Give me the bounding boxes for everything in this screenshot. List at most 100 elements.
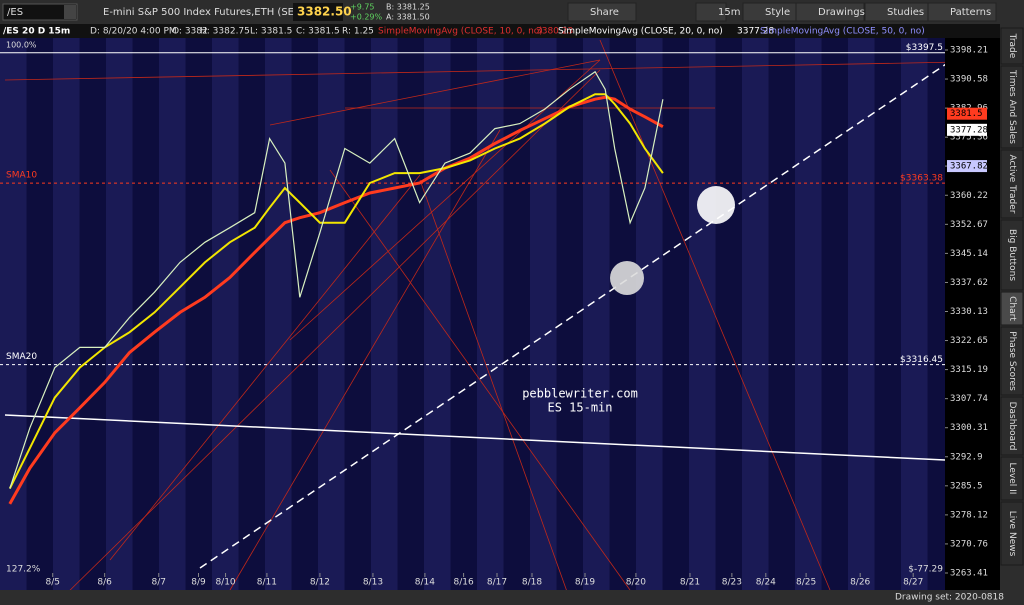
y-tick-label: 3307.74 — [950, 394, 988, 404]
header-symbol: /ES 20 D 15m — [3, 27, 70, 37]
session-band — [503, 38, 530, 590]
side-tab[interactable] — [1000, 27, 1024, 65]
y-tick-label: 3300.31 — [950, 423, 988, 433]
side-tab-label[interactable]: Active Trader — [1007, 154, 1017, 213]
session-band — [344, 38, 371, 590]
side-tab[interactable] — [1000, 291, 1024, 326]
side-tab[interactable] — [1000, 326, 1024, 396]
session-band — [874, 38, 901, 590]
toolbar-button-label[interactable]: Drawings — [818, 7, 865, 18]
side-tab-label[interactable]: Chart — [1007, 296, 1017, 321]
toolbar-button-label[interactable]: Share — [590, 7, 619, 18]
toolbar-button[interactable] — [795, 2, 865, 22]
side-tab-label[interactable]: Level II — [1007, 463, 1017, 495]
toolbar-button-label[interactable]: Patterns — [950, 7, 991, 18]
toolbar-button-label[interactable]: Style — [765, 7, 790, 18]
price-line — [9, 70, 664, 489]
side-tab-label[interactable]: Live News — [1007, 511, 1017, 557]
side-tab[interactable] — [1000, 149, 1024, 219]
bid: B: 3381.25 — [386, 3, 430, 12]
toolbar-button-label[interactable]: Studies — [887, 7, 924, 18]
y-tick-label: 3398.21 — [950, 46, 988, 56]
header-date: D: 8/20/20 4:00 PM — [90, 27, 177, 37]
x-tick-label: 8/16 — [453, 578, 473, 588]
y-tick-label: 3360.22 — [950, 191, 988, 201]
y-tick-label: 3337.62 — [950, 278, 988, 288]
side-tab-label[interactable]: Phase Scores — [1007, 331, 1017, 391]
session-band — [556, 38, 583, 590]
session-band — [609, 38, 636, 590]
change-pct: +0.29% — [350, 13, 383, 22]
x-tick-label: 8/6 — [97, 578, 112, 588]
watermark: ES 15-min — [547, 401, 612, 415]
fib-label: $-77.29 — [908, 565, 943, 575]
price-tag-label: 3381.5 — [950, 109, 983, 119]
status-bar — [0, 590, 1000, 605]
trend-line — [419, 179, 571, 601]
symbol-box[interactable] — [2, 3, 78, 21]
x-tick-label: 8/24 — [756, 578, 776, 588]
last-price: 3382.50 — [297, 5, 352, 19]
side-tab[interactable] — [1000, 65, 1024, 149]
session-band — [715, 38, 742, 590]
header-low: L: 3381.5 — [250, 27, 292, 37]
y-tick-label: 3315.19 — [950, 365, 988, 375]
trend-line — [199, 57, 956, 569]
marker-circle — [697, 186, 735, 224]
price-tag — [947, 123, 987, 136]
header-close: C: 3381.5 — [296, 27, 340, 37]
plot-area: $3397.5 $3363.38 SMA10 $3316.45 SMA20 — [0, 38, 961, 601]
price-tag-label: 3367.82 — [950, 162, 988, 172]
description: E-mini S&P 500 Index Futures,ETH (SEP 20… — [103, 7, 320, 18]
x-tick-label: 8/11 — [257, 578, 277, 588]
side-tab-label[interactable]: Trade — [1007, 33, 1017, 59]
session-band — [291, 38, 318, 590]
watermark: pebblewriter.com — [522, 387, 638, 401]
level-value: $3363.38 — [900, 174, 943, 184]
side-tab[interactable] — [1000, 219, 1024, 291]
symbol[interactable]: /ES — [7, 7, 23, 18]
level-value: $3316.45 — [900, 355, 943, 365]
symbol-dropdown[interactable] — [64, 5, 76, 19]
side-tab-label[interactable]: Big Buttons — [1007, 229, 1017, 281]
toolbar-button[interactable] — [927, 2, 997, 22]
header-high: H: 3382.75 — [200, 27, 250, 37]
side-tab-label[interactable]: Times And Sales — [1007, 69, 1017, 144]
y-tick-label: 3322.65 — [950, 336, 988, 346]
level-label: SMA10 — [6, 171, 37, 181]
toolbar-button[interactable] — [567, 2, 637, 22]
y-tick-label: 3278.12 — [950, 510, 988, 520]
x-tick-label: 8/18 — [522, 578, 542, 588]
study-name: SimpleMovingAvg (CLOSE, 50, 0, no) — [760, 27, 925, 37]
x-tick-label: 8/10 — [215, 578, 235, 588]
price-tag-label: 3377.28 — [950, 125, 988, 135]
trend-line — [329, 169, 631, 591]
session-band — [79, 38, 106, 590]
header-range: R: 1.25 — [342, 27, 374, 37]
toolbar-button-label[interactable]: 15m — [718, 7, 740, 18]
x-tick-label: 8/23 — [722, 578, 742, 588]
y-tick-label: 3345.14 — [950, 249, 988, 259]
chart-header — [0, 24, 945, 38]
side-tab[interactable] — [1000, 501, 1024, 566]
toolbar-button[interactable] — [695, 2, 727, 22]
trend-line — [269, 59, 601, 126]
side-tab[interactable] — [1000, 456, 1024, 501]
trend-line — [4, 61, 961, 81]
x-tick-label: 8/19 — [575, 578, 595, 588]
trend-line — [599, 39, 831, 591]
side-tab-label[interactable]: Dashboard — [1007, 402, 1017, 451]
x-tick-label: 8/14 — [415, 578, 435, 588]
change: +9.75 — [350, 3, 375, 12]
side-tab[interactable] — [1000, 396, 1024, 456]
y-tick-label: 3292.9 — [950, 452, 983, 462]
last-box — [293, 3, 343, 21]
x-tick-label: 8/7 — [152, 578, 166, 588]
session-band — [238, 38, 265, 590]
session-band — [26, 38, 53, 590]
fib-label: 127.2% — [6, 565, 41, 575]
study-value: 3377.28 — [737, 27, 774, 37]
y-tick-label: 3285.5 — [950, 481, 983, 491]
y-tick-label: 3270.76 — [950, 539, 988, 549]
x-tick-label: 8/26 — [850, 578, 870, 588]
